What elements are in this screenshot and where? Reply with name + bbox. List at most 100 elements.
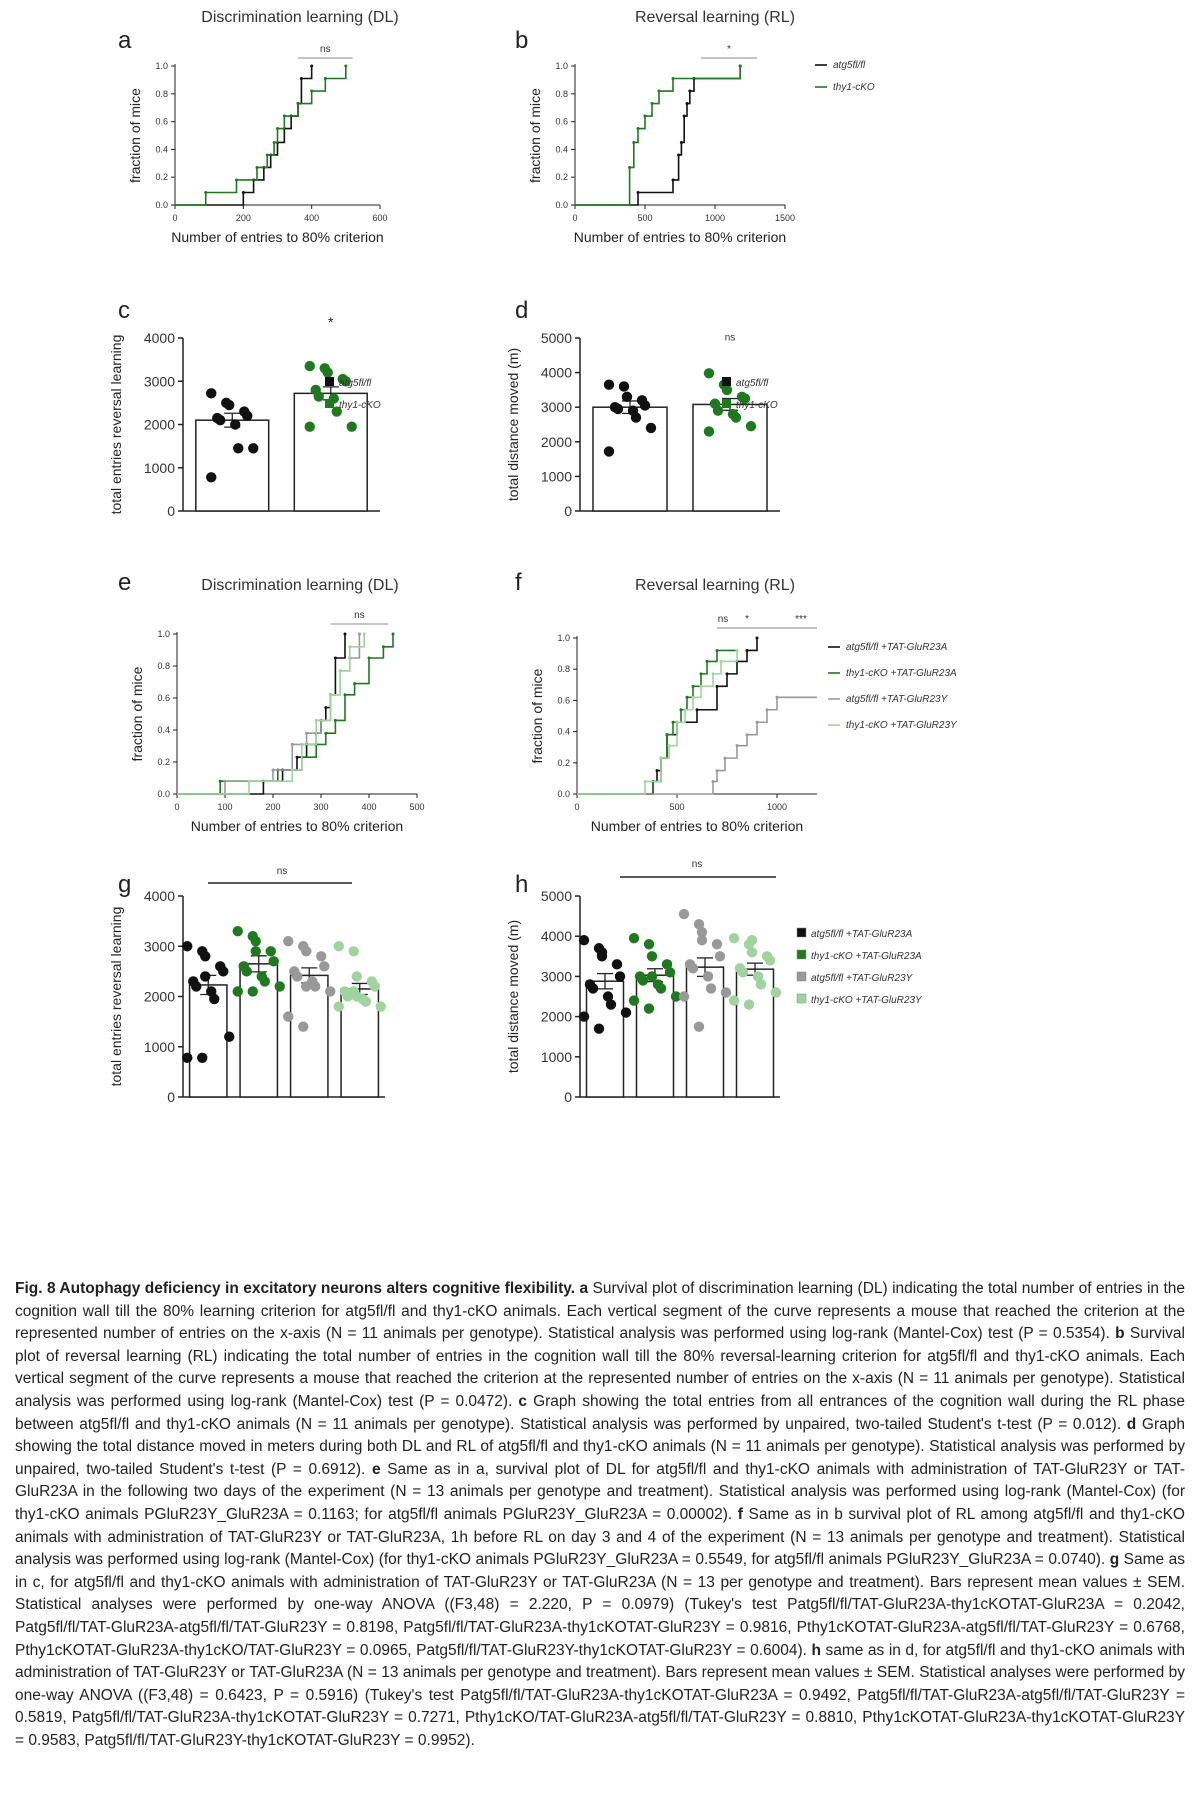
data-point — [587, 983, 599, 994]
x-axis-label: Number of entries to 80% criterion — [171, 229, 383, 245]
legend-label: atg5fl/fl — [833, 60, 866, 71]
panel-letter: f — [515, 569, 522, 596]
censor-mark — [655, 769, 659, 773]
y-tick-label: 0.4 — [157, 725, 170, 735]
data-point — [696, 935, 708, 946]
figure-caption: Fig. 8 Autophagy deficiency in excitator… — [15, 1278, 1185, 1752]
censor-mark — [305, 731, 309, 735]
censor-mark — [204, 190, 208, 194]
caption-bold-run: f — [737, 1505, 743, 1523]
y-tick-label: 0 — [564, 1089, 572, 1105]
data-point — [224, 399, 235, 411]
y-tick-label: 0.6 — [155, 117, 168, 127]
bar-1 — [592, 406, 668, 512]
data-point — [250, 936, 261, 947]
data-point — [612, 403, 624, 415]
data-point — [670, 991, 682, 1002]
data-point — [304, 360, 315, 372]
y-tick-label: 4000 — [144, 330, 175, 346]
series-line-3 — [577, 696, 817, 795]
legend-label: atg5fl/fl +TAT-GluR23A — [811, 929, 913, 940]
data-point — [661, 959, 673, 970]
censor-mark — [241, 190, 245, 194]
censor-mark — [348, 645, 352, 649]
censor-mark — [715, 684, 719, 688]
data-point — [603, 379, 615, 390]
x-tick-label: 400 — [361, 802, 376, 812]
data-point — [703, 426, 715, 437]
censor-mark — [659, 756, 663, 760]
caption-text-run: Survival plot of reversal learning (RL) … — [15, 1325, 1185, 1410]
censor-mark — [272, 140, 276, 144]
data-point — [191, 981, 202, 992]
significance-label: * — [745, 614, 749, 625]
data-point — [375, 1001, 386, 1012]
y-tick-label: 0.0 — [157, 789, 170, 799]
data-point — [593, 1023, 605, 1034]
data-point — [301, 946, 312, 957]
data-point — [678, 991, 690, 1002]
legend-swatch — [796, 993, 807, 1004]
y-tick-label: 0.4 — [555, 144, 568, 154]
panel-letter: a — [118, 27, 132, 54]
data-point — [274, 981, 285, 992]
legend-label: atg5fl/fl — [339, 378, 372, 389]
legend-swatch — [325, 399, 334, 408]
y-tick-label: 4000 — [541, 928, 572, 944]
data-point — [232, 925, 243, 937]
censor-mark — [310, 64, 314, 68]
series-line-2 — [177, 634, 394, 795]
y-tick-label: 3000 — [541, 968, 572, 984]
data-point — [639, 400, 651, 411]
y-axis-label: fraction of mice — [129, 666, 145, 761]
data-point — [250, 946, 261, 957]
x-tick-label: 200 — [265, 802, 280, 812]
data-point — [678, 908, 690, 920]
censor-mark — [218, 779, 222, 783]
significance-label: ns — [320, 44, 331, 55]
data-point — [705, 983, 717, 994]
data-point — [215, 414, 226, 426]
censor-mark — [271, 768, 275, 772]
censor-mark — [255, 165, 259, 169]
censor-mark — [650, 102, 654, 106]
legend-label: thy1-cKO — [833, 82, 875, 93]
bar-4 — [340, 988, 380, 1098]
data-point — [645, 422, 657, 434]
data-point — [739, 393, 751, 404]
data-point — [596, 947, 608, 958]
y-tick-label: 0.0 — [555, 200, 568, 210]
censor-mark — [628, 165, 632, 169]
significance-label: ns — [354, 610, 365, 621]
legend-swatch — [796, 949, 807, 960]
censor-mark — [343, 632, 347, 636]
censor-mark — [636, 190, 640, 194]
data-point — [259, 976, 270, 987]
panel-e: e Discrimination learning (DL) 0.0 0.2 0.4 0.… — [118, 569, 425, 834]
censor-mark — [290, 768, 294, 772]
data-point — [646, 951, 658, 962]
data-point — [310, 981, 321, 992]
y-axis-label: total entries reversal learning — [108, 907, 124, 1087]
y-tick-label: 0.0 — [155, 200, 168, 210]
bar-2 — [635, 974, 675, 1098]
y-tick-label: 0.2 — [555, 172, 568, 182]
y-tick-label: 4000 — [144, 888, 175, 904]
data-point — [637, 975, 649, 986]
data-point — [360, 996, 371, 1007]
censor-mark — [711, 780, 715, 784]
data-point — [664, 967, 676, 978]
censor-mark — [314, 718, 318, 722]
data-point — [230, 419, 241, 430]
significance-label: * — [328, 314, 334, 330]
caption-text-run: same as in d, for atg5fl/fl and thy1-cKO… — [15, 1641, 1186, 1749]
data-point — [248, 443, 259, 454]
data-point — [232, 986, 243, 997]
data-point — [770, 987, 782, 998]
x-tick-label: 0 — [174, 802, 179, 812]
data-point — [720, 987, 732, 998]
y-axis-label: fraction of mice — [529, 668, 545, 763]
data-point — [351, 971, 362, 982]
panel-f: f Reversal learning (RL) 0.0 0.2 0.4 0.6 0.8 1.… — [515, 569, 958, 834]
panel-a: a Discrimination learning (DL) 0.0 0.2 0.4 0.… — [118, 9, 399, 245]
